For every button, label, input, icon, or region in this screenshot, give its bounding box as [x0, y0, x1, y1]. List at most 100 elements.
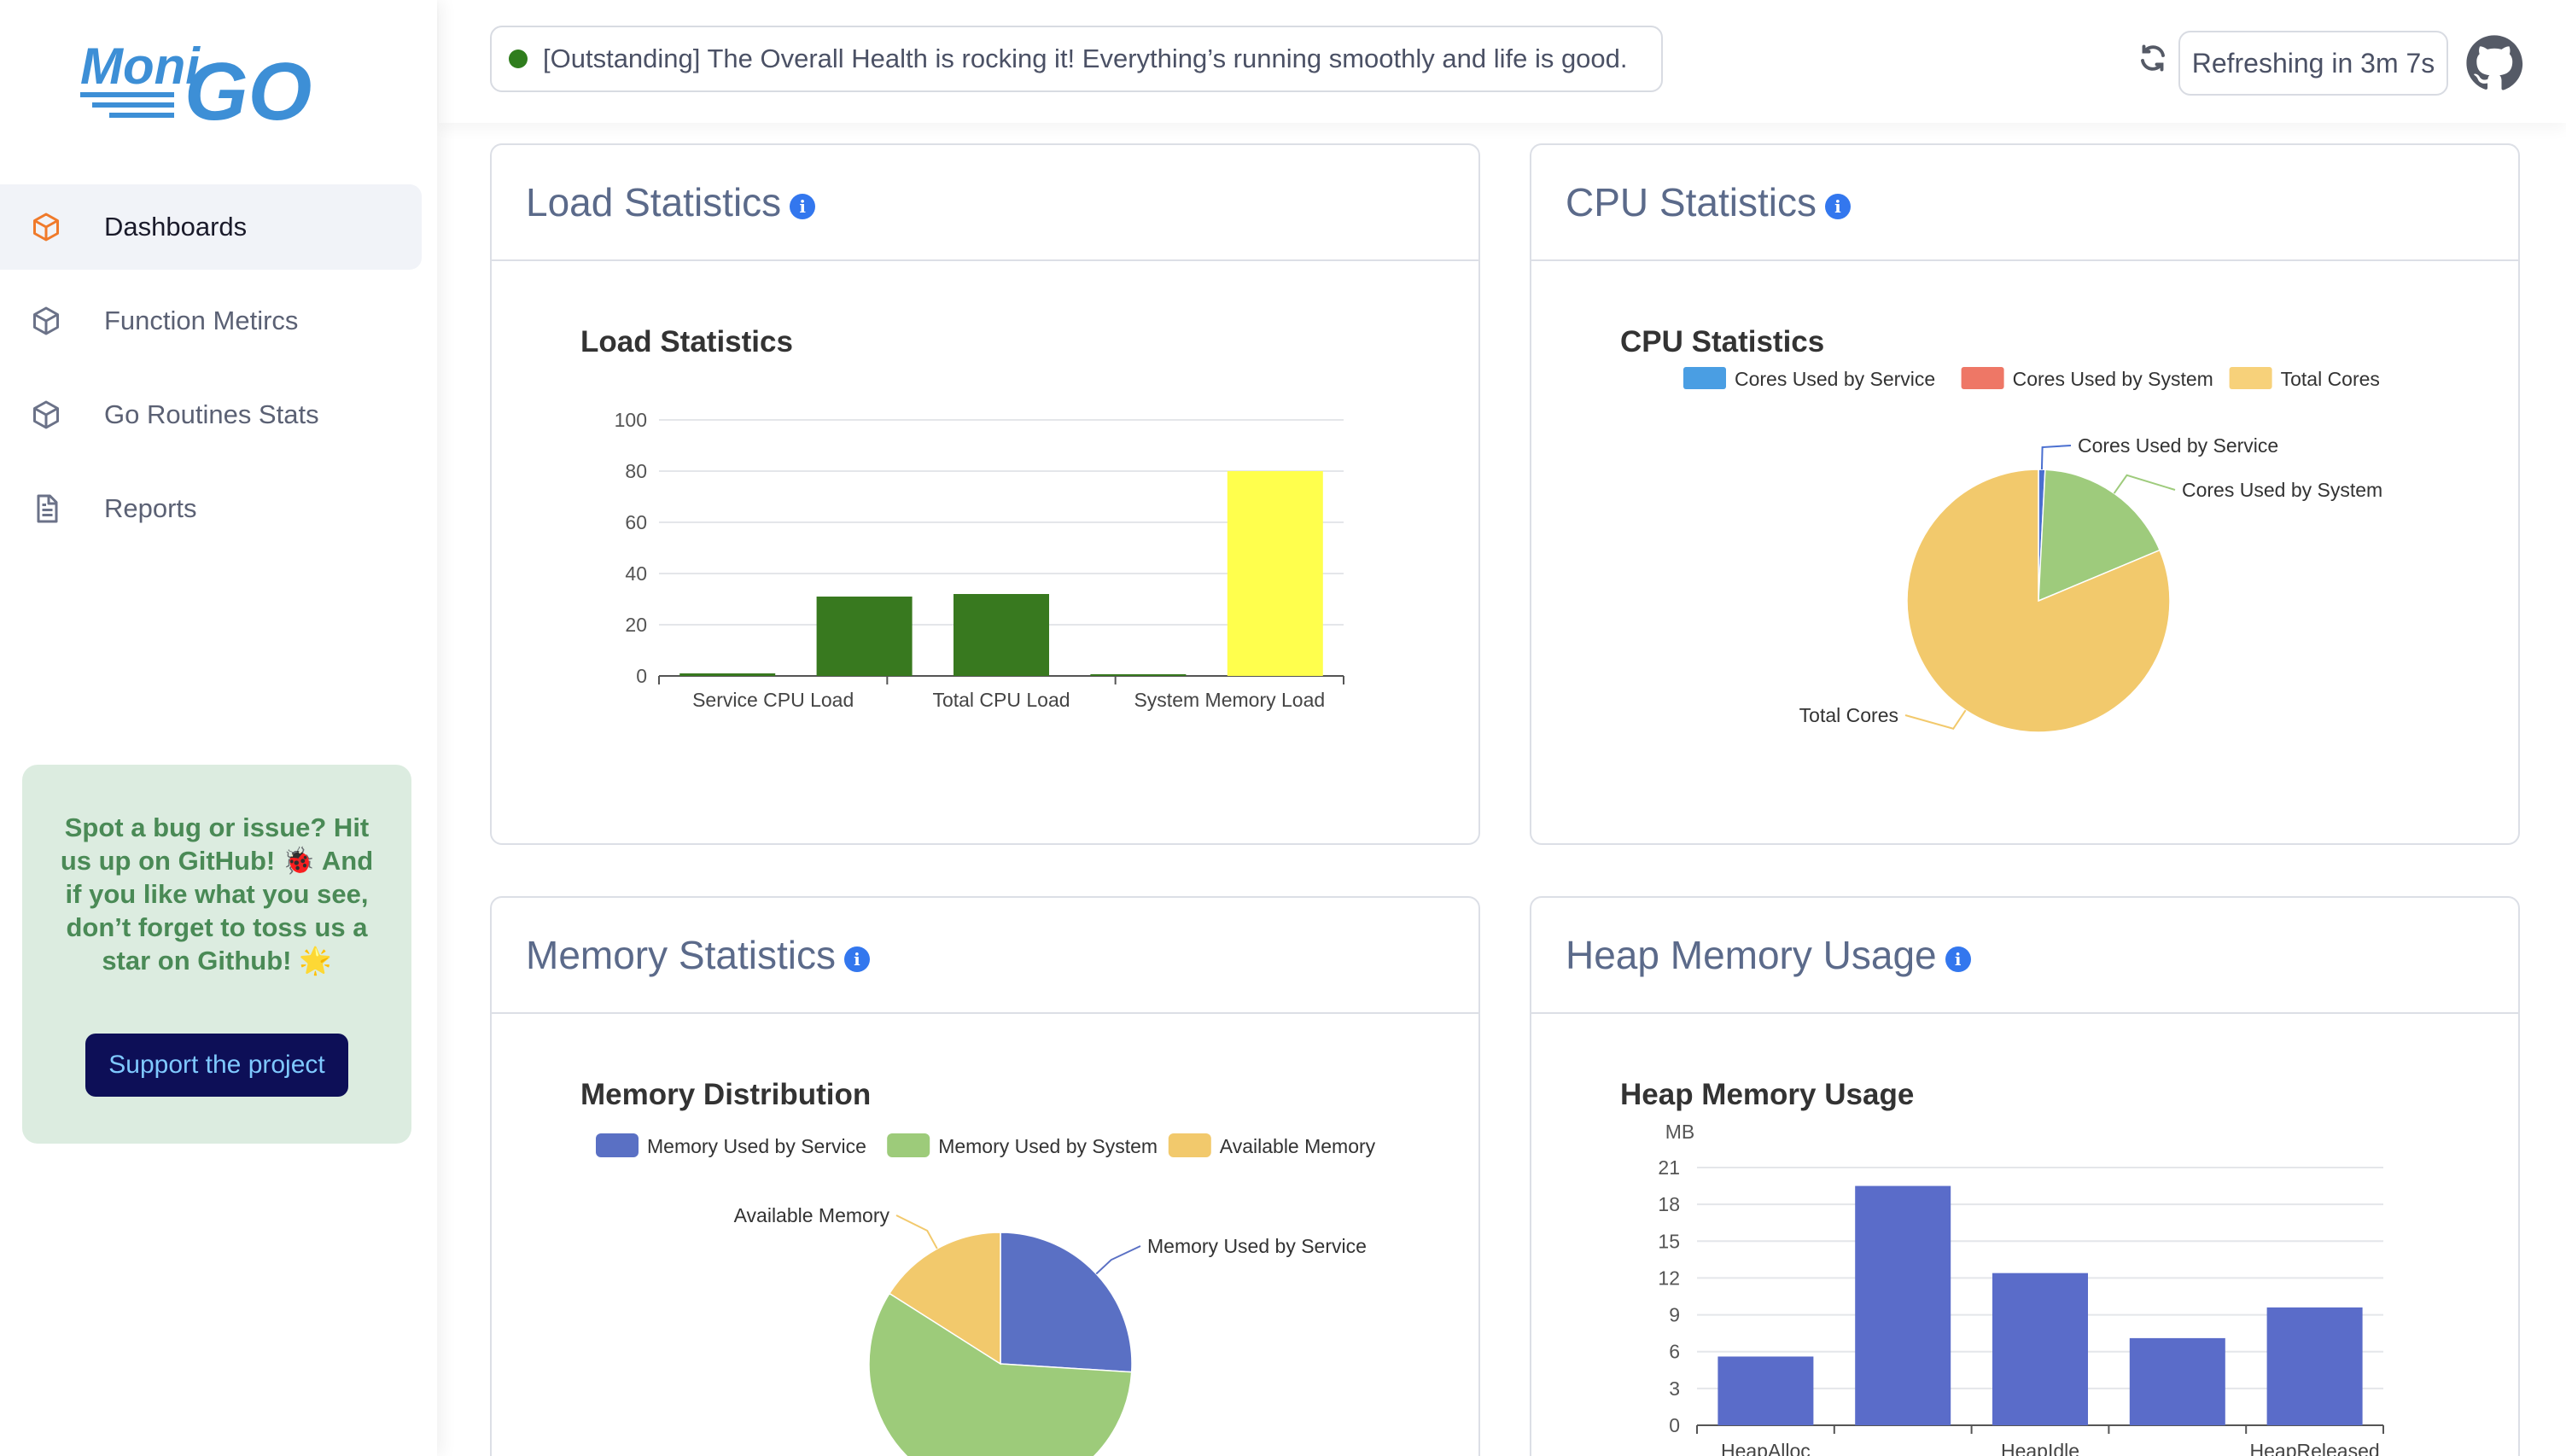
pie-slice	[1906, 469, 2171, 733]
bar	[679, 673, 776, 676]
legend-label: Memory Used by System	[938, 1135, 1158, 1157]
legend-swatch	[596, 1133, 639, 1157]
y-tick-label: 18	[1658, 1193, 1680, 1215]
sidebar-item-function-metrics[interactable]: Function Metircs	[0, 278, 422, 364]
y-tick-label: 3	[1669, 1377, 1680, 1400]
bar	[2129, 1337, 2225, 1425]
y-tick-label: 12	[1658, 1267, 1680, 1289]
document-icon	[31, 493, 61, 524]
y-tick-label: 0	[1669, 1414, 1680, 1436]
legend-label: Cores Used by Service	[1735, 368, 1935, 390]
legend-label: Cores Used by System	[2013, 368, 2213, 390]
cpu-statistics-chart: CPU Statistics Cores Used by Service Cores…	[1620, 325, 2382, 733]
logo-text-right: GO	[184, 46, 312, 133]
sidebar-item-label: Reports	[104, 493, 197, 523]
pie-slice	[868, 1292, 1133, 1456]
x-tick-label: HeapIdle	[2001, 1440, 2079, 1456]
bar	[1090, 674, 1187, 676]
chart-title: Heap Memory Usage	[1620, 1078, 1914, 1111]
card-header: Memory Statistics i	[492, 898, 1478, 1014]
card-title: Memory Statistics	[526, 933, 836, 977]
sidebar-item-label: Go Routines Stats	[104, 399, 319, 429]
bar	[1992, 1273, 2088, 1425]
info-icon[interactable]: i	[1945, 946, 1971, 972]
monigo-logo[interactable]: Moni GO	[75, 31, 348, 133]
x-tick-label: Service CPU Load	[692, 689, 854, 711]
legend-swatch	[1168, 1133, 1211, 1157]
chart-title: CPU Statistics	[1620, 325, 1824, 358]
heap-memory-chart: Heap Memory Usage MB 0 3 6 9 12 15 18 21 HeapAlloc…	[1620, 1078, 2384, 1456]
logo-text-left: Moni	[80, 38, 201, 95]
card-title: CPU Statistics	[1566, 180, 1817, 224]
y-tick-label: 15	[1658, 1230, 1680, 1252]
y-tick-label: 6	[1669, 1341, 1680, 1363]
y-tick-label: 80	[625, 460, 647, 482]
refresh-countdown[interactable]: Refreshing in 3m 7s	[2178, 31, 2448, 96]
card-header: Load Statistics i	[492, 145, 1478, 261]
cube-icon	[31, 212, 61, 242]
bar	[1227, 471, 1323, 676]
card-title: Load Statistics	[526, 180, 782, 224]
card-header: CPU Statistics i	[1531, 145, 2518, 261]
cube-icon	[31, 306, 61, 336]
legend-label: Memory Used by Service	[647, 1135, 866, 1157]
info-icon[interactable]: i	[790, 194, 816, 219]
pie-slice	[2038, 469, 2161, 603]
cpu-statistics-card: CPU Statistics i CPU Statistics Cores Use…	[1530, 143, 2520, 845]
pie-slice	[888, 1232, 1001, 1366]
y-tick-label: 9	[1669, 1304, 1680, 1326]
refresh-icon[interactable]	[2137, 43, 2168, 73]
sidebar-nav: Dashboards Function Metircs Go Routines …	[0, 184, 437, 560]
legend-swatch	[2229, 367, 2272, 389]
load-statistics-chart: Load Statistics 0 20 40 60 80 100 Service CPU L…	[580, 325, 1344, 711]
sidebar-item-reports[interactable]: Reports	[0, 466, 422, 551]
load-statistics-card: Load Statistics i Load Statistics 0 20 40 60…	[490, 143, 1480, 845]
x-tick-label: Total CPU Load	[932, 689, 1070, 711]
bar	[816, 597, 913, 676]
legend-swatch	[887, 1133, 930, 1157]
memory-statistics-card: Memory Statistics i Memory Distribution M…	[490, 896, 1480, 1456]
chart-title: Memory Distribution	[580, 1078, 871, 1111]
slice-label: Available Memory	[734, 1204, 890, 1226]
x-tick-label: System Memory Load	[1134, 689, 1325, 711]
github-icon[interactable]	[2465, 34, 2523, 92]
legend-swatch	[1961, 367, 2004, 389]
sidebar-item-label: Function Metircs	[104, 306, 299, 335]
memory-distribution-chart: Memory Distribution Memory Used by Servic…	[580, 1078, 1376, 1456]
legend-swatch	[1683, 367, 1726, 389]
x-tick-label: HeapAlloc	[1721, 1440, 1811, 1456]
leader-line	[1095, 1245, 1141, 1275]
promo-text: Spot a bug or issue? Hit us up on GitHub…	[60, 812, 374, 976]
sidebar-item-dashboards[interactable]: Dashboards	[0, 184, 422, 270]
y-tick-label: 20	[625, 614, 647, 636]
y-tick-label: 60	[625, 511, 647, 533]
support-project-button[interactable]: Support the project	[85, 1034, 348, 1097]
leader-line	[895, 1214, 938, 1249]
health-status-text: [Outstanding] The Overall Health is rock…	[543, 44, 1628, 73]
legend-label: Available Memory	[1220, 1135, 1376, 1157]
cube-icon	[31, 399, 61, 430]
info-icon[interactable]: i	[843, 946, 870, 972]
bar	[2266, 1307, 2363, 1425]
health-status-dot	[509, 50, 528, 68]
card-title: Heap Memory Usage	[1566, 933, 1937, 977]
topbar: [Outstanding] The Overall Health is rock…	[439, 0, 2566, 123]
heap-memory-card: Heap Memory Usage i Heap Memory Usage MB 0…	[1530, 896, 2520, 1456]
health-status-banner: [Outstanding] The Overall Health is rock…	[490, 26, 1663, 92]
bar	[954, 594, 1049, 676]
sidebar-item-go-routines-stats[interactable]: Go Routines Stats	[0, 372, 422, 457]
y-tick-label: 21	[1658, 1156, 1680, 1179]
slice-label: Memory Used by Service	[1147, 1235, 1367, 1257]
chart-title: Load Statistics	[580, 325, 793, 358]
y-tick-label: 100	[615, 409, 647, 431]
card-header: Heap Memory Usage i	[1531, 898, 2518, 1014]
info-icon[interactable]: i	[1824, 194, 1851, 219]
bar	[1855, 1185, 1951, 1425]
slice-label: Cores Used by System	[2182, 479, 2382, 501]
sidebar: Moni GO Dashboards Function Metircs Go R…	[0, 0, 437, 1456]
x-tick-label: HeapReleased	[2250, 1440, 2380, 1456]
leader-line	[2040, 445, 2072, 470]
leader-line	[1904, 709, 1967, 730]
pie-slice	[1000, 1232, 1133, 1373]
slice-label: Cores Used by Service	[2078, 434, 2278, 457]
